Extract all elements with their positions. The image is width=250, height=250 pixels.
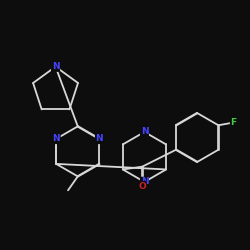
Text: O: O [138, 182, 146, 190]
Text: N: N [52, 134, 60, 143]
Text: N: N [141, 178, 148, 186]
Text: F: F [230, 118, 237, 127]
Text: N: N [52, 62, 59, 71]
Text: N: N [141, 128, 148, 136]
Text: N: N [96, 134, 103, 143]
